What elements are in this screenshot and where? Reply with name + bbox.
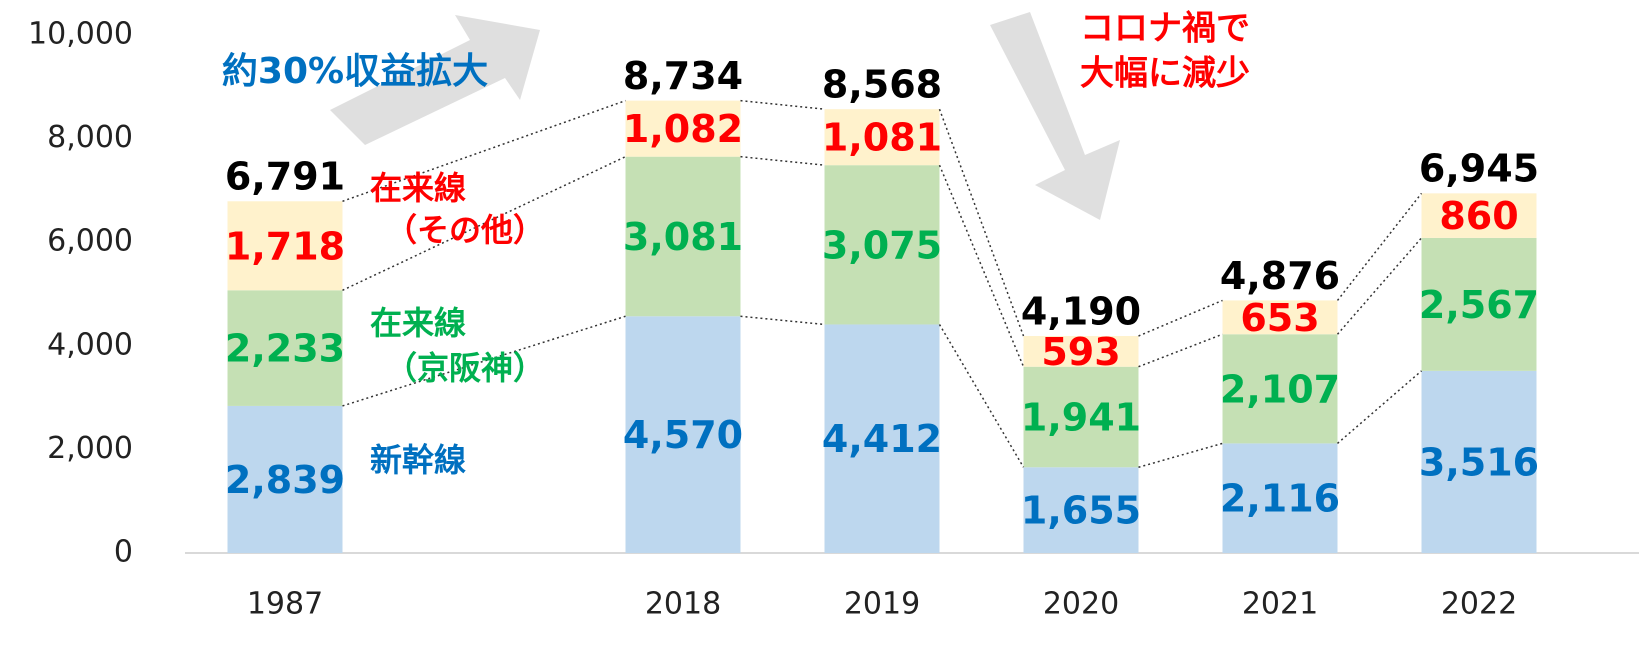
data-label: 593 bbox=[1041, 330, 1120, 374]
data-label: 2,107 bbox=[1220, 367, 1340, 411]
connector bbox=[938, 164, 1025, 368]
x-tick-label: 1987 bbox=[247, 587, 323, 622]
bar-segment bbox=[227, 405, 343, 553]
data-label: 1,941 bbox=[1021, 395, 1141, 439]
bar-segment bbox=[227, 201, 343, 291]
y-tick-label: 6,000 bbox=[47, 224, 133, 259]
connector bbox=[1336, 192, 1423, 301]
x-tick-label: 2018 bbox=[645, 587, 721, 622]
annotation: 大幅に減少 bbox=[1080, 54, 1250, 94]
connector bbox=[1337, 370, 1422, 444]
data-label: 2,839 bbox=[225, 458, 345, 502]
bar-segment bbox=[625, 100, 741, 157]
y-tick-label: 2,000 bbox=[47, 431, 133, 466]
total-label: 4,190 bbox=[1021, 289, 1141, 333]
connector bbox=[938, 108, 1025, 337]
bar-segment bbox=[1023, 336, 1139, 367]
annotation: コロナ禍で bbox=[1080, 9, 1250, 49]
bar-segment bbox=[824, 165, 940, 325]
bar-segment bbox=[227, 290, 343, 406]
data-label: 2,567 bbox=[1419, 283, 1539, 327]
connector bbox=[1138, 333, 1223, 368]
x-tick-label: 2022 bbox=[1441, 587, 1517, 622]
connector bbox=[740, 155, 825, 166]
data-label: 1,718 bbox=[225, 224, 345, 268]
total-label: 8,568 bbox=[822, 63, 942, 107]
connector bbox=[740, 99, 825, 110]
data-label: 2,116 bbox=[1220, 477, 1340, 521]
data-label: 3,516 bbox=[1419, 440, 1539, 484]
bar-segment bbox=[1222, 334, 1338, 444]
bar-segment bbox=[625, 316, 741, 553]
bar-segment bbox=[1222, 443, 1338, 553]
total-label: 4,876 bbox=[1220, 254, 1340, 298]
x-tick-label: 2019 bbox=[844, 587, 920, 622]
bar-segment bbox=[1421, 237, 1537, 371]
data-label: 4,412 bbox=[822, 417, 942, 461]
data-label: 860 bbox=[1439, 194, 1518, 238]
legend-label: 在来線 bbox=[370, 304, 466, 342]
data-label: 4,570 bbox=[623, 413, 743, 457]
bar-segment bbox=[1023, 467, 1139, 553]
total-label: 8,734 bbox=[623, 54, 743, 98]
y-tick-label: 4,000 bbox=[47, 327, 133, 362]
y-tick-label: 8,000 bbox=[47, 120, 133, 155]
data-label: 3,081 bbox=[623, 215, 743, 259]
connector bbox=[1138, 442, 1223, 468]
annotation: 約30%収益拡大 bbox=[222, 51, 488, 92]
bar-segment bbox=[1023, 366, 1139, 468]
bar-segment bbox=[824, 109, 940, 166]
data-label: 2,233 bbox=[225, 327, 345, 371]
data-label: 3,075 bbox=[822, 223, 942, 267]
y-tick-label: 0 bbox=[114, 535, 133, 570]
bar-segment bbox=[1421, 193, 1537, 238]
connector bbox=[938, 324, 1025, 468]
up-arrow bbox=[330, 15, 540, 145]
data-label: 1,655 bbox=[1021, 489, 1141, 533]
legend-label: 新幹線 bbox=[370, 441, 466, 479]
bar-segment bbox=[824, 324, 940, 553]
legend-label: （その他） bbox=[385, 211, 545, 249]
y-tick-label: 10,000 bbox=[28, 17, 133, 52]
connector bbox=[1138, 299, 1223, 337]
total-label: 6,791 bbox=[225, 155, 345, 199]
legend-label: 在来線 bbox=[370, 169, 466, 207]
bar-segment bbox=[625, 156, 741, 317]
total-label: 6,945 bbox=[1419, 147, 1539, 191]
legend-label: （京阪神） bbox=[385, 349, 545, 387]
bar-segment bbox=[1222, 300, 1338, 335]
connector bbox=[1336, 237, 1423, 335]
bar-segment bbox=[1421, 370, 1537, 553]
x-tick-label: 2021 bbox=[1242, 587, 1318, 622]
x-tick-label: 2020 bbox=[1043, 587, 1119, 622]
connector bbox=[342, 155, 626, 291]
connector bbox=[740, 315, 825, 326]
data-label: 1,081 bbox=[822, 116, 942, 160]
data-label: 653 bbox=[1240, 296, 1319, 340]
down-arrow bbox=[990, 12, 1120, 220]
connector bbox=[342, 99, 626, 202]
data-label: 1,082 bbox=[623, 107, 743, 151]
